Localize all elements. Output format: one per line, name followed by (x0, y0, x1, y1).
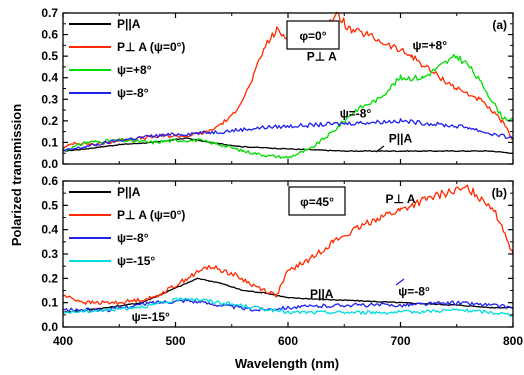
annotation-1: P||A (310, 287, 334, 301)
series-line-3 (62, 118, 514, 152)
y-tick-label: 0.4 (41, 71, 58, 85)
annotation-1: ψ=+8° (412, 39, 447, 53)
legend-label-1: P⊥ A (ψ=0°) (117, 40, 185, 54)
x-tick-label: 400 (53, 334, 73, 348)
x-tick-label: 700 (390, 334, 410, 348)
x-tick-label: 600 (278, 334, 298, 348)
series-line-0 (62, 277, 514, 314)
series-line-3 (62, 297, 514, 317)
annotation-2: ψ=-8° (340, 107, 372, 121)
phi-label-box (288, 186, 346, 216)
y-tick-label: 0.2 (41, 271, 58, 285)
annotation-3: P||A (389, 131, 413, 145)
legend-label-0: P||A (117, 185, 141, 199)
phi-label: φ=45° (300, 195, 334, 209)
legend-label-2: ψ=-8° (117, 231, 149, 245)
x-tick-label: 500 (165, 334, 185, 348)
series-line-2 (62, 298, 514, 313)
y-tick-label: 0.0 (41, 157, 58, 171)
annotation-0: P⊥ A (385, 192, 415, 206)
y-tick-label: 0.1 (41, 296, 58, 310)
phi-label: φ=0° (299, 29, 326, 43)
y-tick-label: 0.3 (41, 247, 58, 261)
x-tick-label: 800 (503, 334, 523, 348)
y-tick-label: 0.1 (41, 135, 58, 149)
y-tick-label: 0.2 (41, 114, 58, 128)
panel-letter: (b) (492, 186, 507, 200)
y-tick-label: 0.5 (41, 198, 58, 212)
series-line-2 (62, 53, 514, 159)
legend-label-1: P⊥ A (ψ=0°) (117, 208, 185, 222)
annotation-0: P⊥ A (307, 49, 337, 63)
panel-letter: (a) (492, 18, 507, 32)
annotation-2: ψ=-8° (398, 284, 430, 298)
legend-label-3: ψ=-8° (117, 86, 149, 100)
legend-label-0: P||A (117, 17, 141, 31)
legend-label-3: ψ=-15° (117, 254, 155, 268)
panel-b: 400 500 600 700 800 0.0 0.1 0.2 0.3 0.4 0.5 0.6 P||A… (41, 174, 523, 348)
y-tick-label: 0.6 (41, 28, 58, 42)
y-tick-label: 0.5 (41, 49, 58, 63)
y-tick-label: 0.0 (41, 320, 58, 334)
y-tick-label: 0.3 (41, 92, 58, 106)
annotation-3: ψ=-15° (132, 310, 170, 324)
panel-a: 0.0 0.1 0.2 0.3 0.4 0.5 0.6 0.7 P||A P⊥ A (ψ=0°) ψ… (41, 6, 514, 171)
y-tick-label: 0.6 (41, 174, 58, 188)
legend-label-2: ψ=+8° (117, 63, 152, 77)
annotation-pointer-a (375, 145, 385, 153)
series-line-1 (62, 184, 514, 306)
y-tick-label: 0.4 (41, 223, 58, 237)
phi-label-box (286, 20, 340, 50)
y-tick-label: 0.7 (41, 6, 58, 20)
series-line-0 (62, 137, 514, 155)
annotation-pointer-b (395, 278, 405, 286)
x-axis-title: Wavelength (nm) (235, 356, 339, 371)
y-axis-title: Polarized transmission (9, 104, 24, 246)
